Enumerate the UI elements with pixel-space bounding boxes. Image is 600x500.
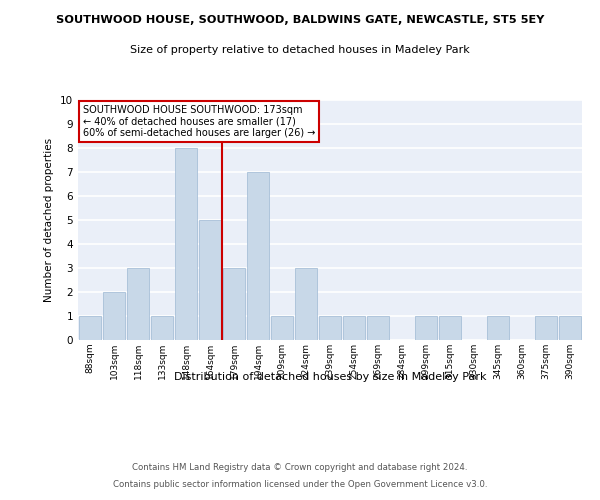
Bar [319, 316, 341, 340]
Bar [151, 316, 173, 340]
Bar [175, 148, 197, 340]
Bar [559, 316, 581, 340]
Bar [223, 268, 245, 340]
Bar [79, 316, 101, 340]
Bar [295, 268, 317, 340]
Bar [535, 316, 557, 340]
Text: SOUTHWOOD HOUSE SOUTHWOOD: 173sqm
← 40% of detached houses are smaller (17)
60% : SOUTHWOOD HOUSE SOUTHWOOD: 173sqm ← 40% … [83, 105, 316, 138]
Bar [367, 316, 389, 340]
Text: Contains HM Land Registry data © Crown copyright and database right 2024.: Contains HM Land Registry data © Crown c… [132, 464, 468, 472]
Bar [343, 316, 365, 340]
Bar [127, 268, 149, 340]
Bar [103, 292, 125, 340]
Text: Contains public sector information licensed under the Open Government Licence v3: Contains public sector information licen… [113, 480, 487, 489]
Text: Size of property relative to detached houses in Madeley Park: Size of property relative to detached ho… [130, 45, 470, 55]
Bar [439, 316, 461, 340]
Bar [487, 316, 509, 340]
Bar [199, 220, 221, 340]
Bar [271, 316, 293, 340]
Text: Distribution of detached houses by size in Madeley Park: Distribution of detached houses by size … [174, 372, 486, 382]
Y-axis label: Number of detached properties: Number of detached properties [44, 138, 55, 302]
Text: SOUTHWOOD HOUSE, SOUTHWOOD, BALDWINS GATE, NEWCASTLE, ST5 5EY: SOUTHWOOD HOUSE, SOUTHWOOD, BALDWINS GAT… [56, 15, 544, 25]
Bar [415, 316, 437, 340]
Bar [247, 172, 269, 340]
